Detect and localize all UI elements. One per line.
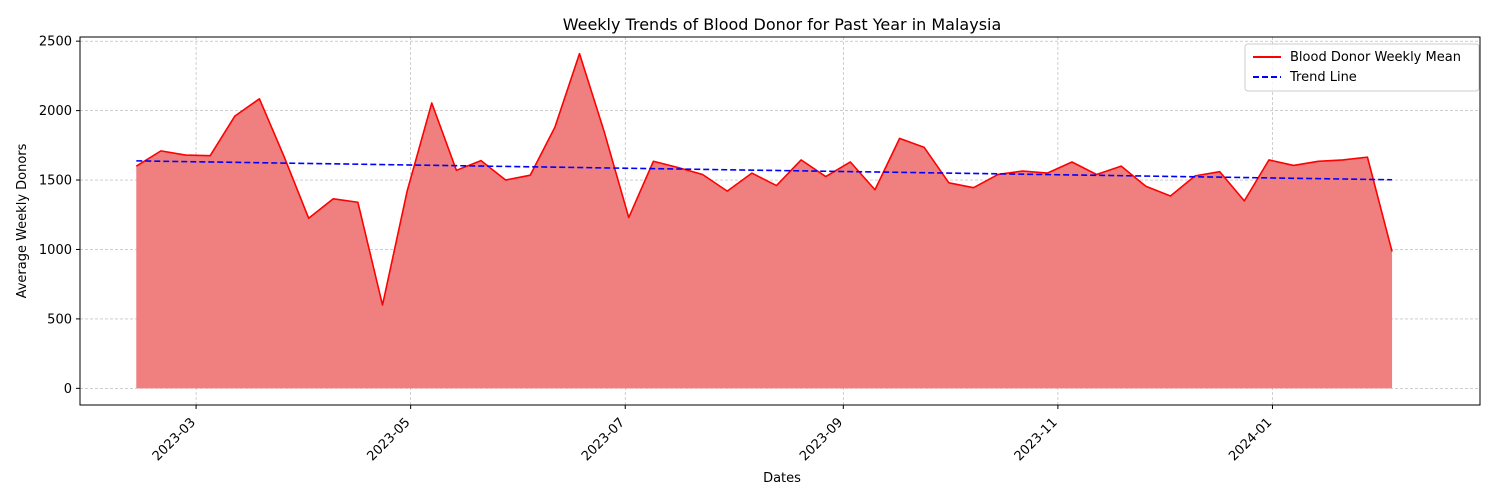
- y-tick-label: 2500: [39, 35, 72, 50]
- x-axis: 2023-03 2023-05 2023-07 2023-09 2023-11 2024-…: [150, 405, 1275, 464]
- legend-box: [1244, 43, 1480, 92]
- legend-label-weekly-mean: Blood Donor Weekly Mean: [1290, 50, 1461, 65]
- y-axis-label: Average Weekly Donors: [15, 143, 30, 298]
- x-tick-label: 2023-03: [150, 415, 199, 464]
- y-axis: 0 500 1000 1500 2000 2500: [39, 35, 80, 397]
- x-axis-label: Dates: [763, 471, 801, 486]
- x-tick-label: 2023-05: [364, 415, 413, 464]
- area-layer: [136, 53, 1393, 389]
- weekly-mean-area-fill: [136, 53, 1393, 389]
- y-tick-label: 500: [47, 312, 72, 327]
- x-tick-label: 2023-09: [797, 415, 846, 464]
- lines-layer: [135, 52, 1393, 306]
- x-tick-label: 2023-07: [579, 415, 628, 464]
- trend-line: [136, 160, 1393, 181]
- legend: Blood Donor Weekly Mean Trend Line: [1244, 43, 1480, 92]
- y-tick-label: 1500: [39, 174, 72, 189]
- x-tick-label: 2023-11: [1012, 415, 1061, 464]
- y-tick-label: 1000: [39, 243, 72, 258]
- y-tick-label: 0: [64, 382, 72, 397]
- plot-frame: [79, 36, 1481, 406]
- legend-label-trend-line: Trend Line: [1289, 70, 1357, 85]
- x-tick-label: 2024-01: [1226, 415, 1275, 464]
- y-tick-label: 2000: [39, 104, 72, 119]
- weekly-mean-line: [135, 52, 1393, 306]
- chart-title: Weekly Trends of Blood Donor for Past Ye…: [563, 15, 1002, 34]
